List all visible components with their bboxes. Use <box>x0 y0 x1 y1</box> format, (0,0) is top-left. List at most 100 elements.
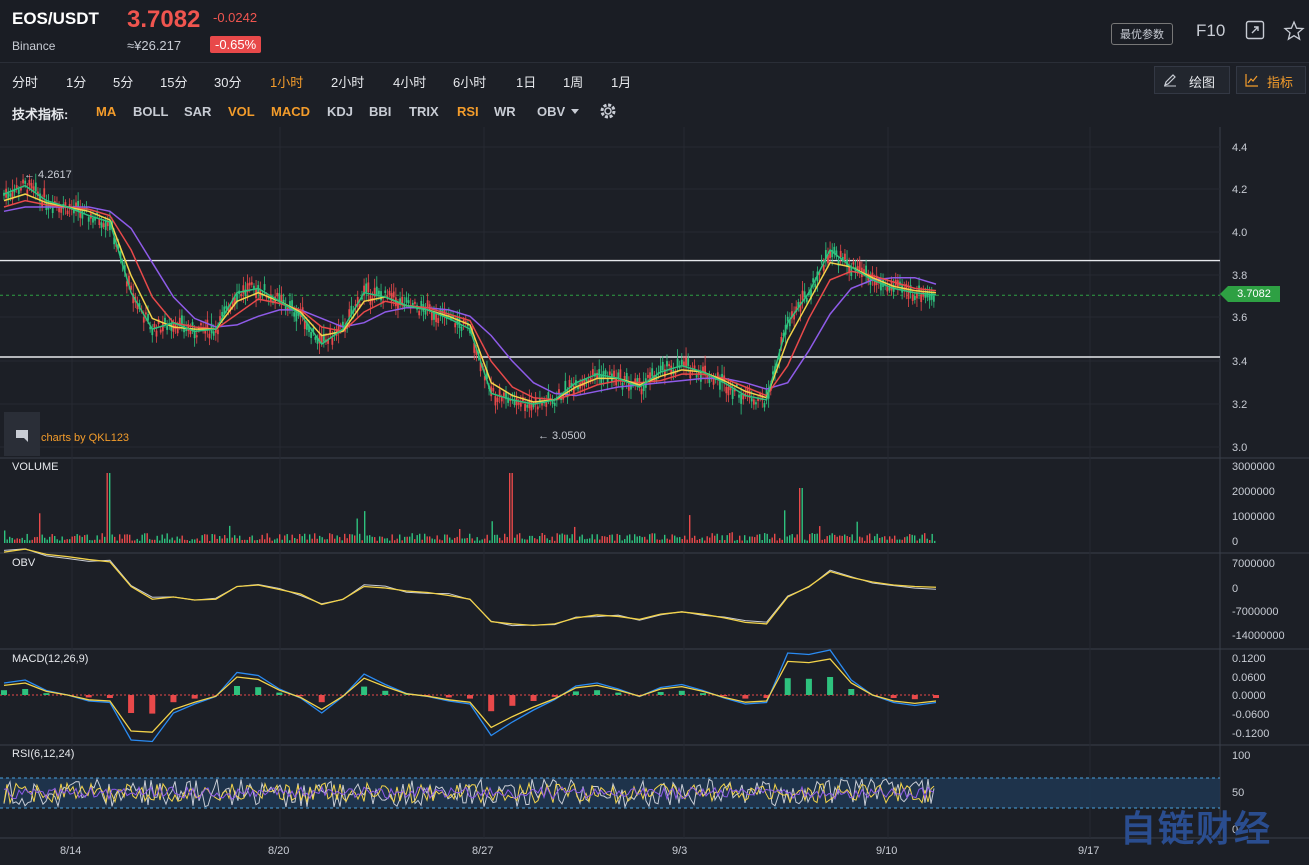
timeframe-5[interactable]: 1小时 <box>270 75 304 90</box>
candle-body <box>797 302 800 308</box>
indicator-obv[interactable]: OBV <box>537 104 566 119</box>
macd-histogram-bar <box>509 695 516 706</box>
fullscreen-icon[interactable] <box>1245 20 1265 40</box>
volume-bar <box>739 535 741 543</box>
indicator-tool-button[interactable]: 指标 <box>1236 66 1306 94</box>
charts-by-link[interactable]: charts by QKL123 <box>41 432 130 444</box>
candle-body <box>128 275 130 285</box>
candle-body <box>306 321 308 330</box>
candle-body <box>479 362 482 372</box>
indicator-rsi[interactable]: RSI <box>457 104 479 119</box>
macd-histogram-bar <box>43 693 50 695</box>
volume-bar <box>769 539 771 543</box>
volume-bar <box>9 536 11 543</box>
volume-bar <box>916 540 918 543</box>
timeframe-0[interactable]: 分时 <box>12 75 39 90</box>
timeframe-11[interactable]: 1月 <box>611 75 632 90</box>
candle-body <box>403 304 406 309</box>
volume-bar <box>59 540 61 543</box>
high-price-annotation: ← 4.2617 <box>24 169 72 181</box>
candle-body <box>905 283 908 291</box>
volume-bar <box>859 536 861 543</box>
volume-bar <box>721 535 723 543</box>
volume-bar <box>606 537 608 543</box>
x-tick-label: 8/20 <box>268 845 289 857</box>
candle-body <box>505 391 507 400</box>
f10-button[interactable]: F10 <box>1196 21 1226 40</box>
volume-bar <box>426 536 428 543</box>
timeframe-3[interactable]: 15分 <box>160 75 188 90</box>
candle-body <box>780 336 783 346</box>
candle-body <box>373 287 376 297</box>
gear-icon[interactable] <box>599 102 617 120</box>
candle-body <box>598 369 601 379</box>
obv-dropdown-chevron-down-icon[interactable] <box>570 108 580 116</box>
star-icon[interactable] <box>1283 20 1305 41</box>
volume-bar <box>481 539 483 543</box>
candle-body <box>172 323 175 332</box>
volume-bar <box>484 538 486 543</box>
volume-bar <box>784 510 786 543</box>
volume-bar <box>319 535 321 543</box>
volume-bar <box>761 540 763 543</box>
volume-bar <box>196 538 198 543</box>
volume-bar <box>401 540 403 543</box>
volume-bar <box>364 511 366 543</box>
timeframe-10[interactable]: 1周 <box>563 75 584 90</box>
candle-body <box>308 325 310 333</box>
candle-body <box>231 298 234 306</box>
candle-body <box>649 372 651 381</box>
indicator-macd[interactable]: MACD <box>271 104 310 119</box>
volume-bar <box>674 535 676 543</box>
price-tick-label: 4.0 <box>1232 227 1247 239</box>
candle-body <box>702 366 704 372</box>
timeframe-9[interactable]: 1日 <box>516 75 537 90</box>
timeframe-6[interactable]: 2小时 <box>331 75 365 90</box>
timeframe-8[interactable]: 6小时 <box>453 75 487 90</box>
timeframe-4[interactable]: 30分 <box>214 75 242 90</box>
candle-body <box>568 379 571 388</box>
volume-bar <box>424 533 426 543</box>
timeframe-7[interactable]: 4小时 <box>393 75 427 90</box>
draw-tool-button[interactable]: 绘图 <box>1154 66 1230 94</box>
indicator-kdj[interactable]: KDJ <box>327 104 354 119</box>
indicator-sar[interactable]: SAR <box>184 104 212 119</box>
indicator-trix[interactable]: TRIX <box>409 104 439 119</box>
timeframe-2[interactable]: 5分 <box>113 75 134 90</box>
volume-bar <box>691 537 693 543</box>
indicator-boll[interactable]: BOLL <box>133 104 169 119</box>
timeframe-1[interactable]: 1分 <box>66 75 87 90</box>
candle-body <box>130 285 132 290</box>
volume-bar <box>856 521 858 543</box>
price-chart[interactable]: 8/14 8/20 8/27 9/3 9/10 9/17 4.4 4.2 4.0 3.8 3.6 3.… <box>0 127 1309 865</box>
candle-body <box>212 331 215 336</box>
candle-body <box>424 310 427 315</box>
volume-bar <box>344 533 346 543</box>
candle-body <box>699 371 702 382</box>
candle-body <box>278 293 281 302</box>
volume-bar <box>909 534 911 543</box>
indicator-wr[interactable]: WR <box>494 104 516 119</box>
candle-body <box>674 371 677 375</box>
volume-bar <box>926 538 928 543</box>
indicator-ma[interactable]: MA <box>96 104 117 119</box>
volume-bar <box>94 539 96 543</box>
volume-bar <box>621 540 623 543</box>
candle-body <box>58 205 60 213</box>
candle-body <box>539 398 541 403</box>
volume-bar <box>41 534 43 543</box>
volume-bar <box>464 538 466 543</box>
volume-bar <box>396 538 398 543</box>
indicator-bbi[interactable]: BBI <box>369 104 392 119</box>
candle-body <box>117 244 120 249</box>
indicator-vol[interactable]: VOL <box>228 104 255 119</box>
volume-bar <box>186 540 188 543</box>
macd-histogram-bar <box>848 689 855 695</box>
candle-body <box>75 202 77 209</box>
volume-bar <box>734 540 736 543</box>
volume-bar <box>249 536 251 543</box>
volume-bar <box>689 515 691 543</box>
candle-body <box>39 193 41 202</box>
candle-body <box>363 285 365 296</box>
optimal-params-button[interactable]: 最优参数 <box>1111 23 1173 45</box>
